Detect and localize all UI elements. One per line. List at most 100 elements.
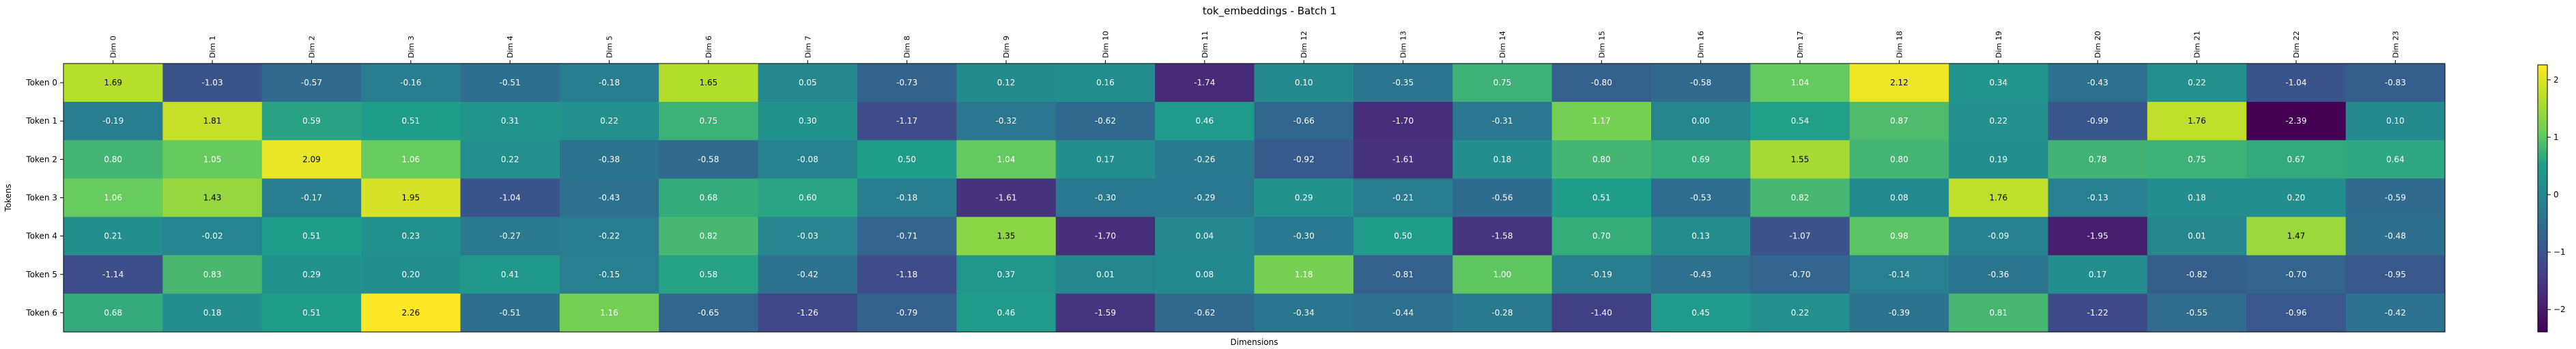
cell-value-label: -0.58: [1690, 78, 1711, 87]
cell-value-label: -0.22: [599, 232, 620, 241]
heatmap-cell: [1055, 293, 1156, 333]
cell-value-label: -0.70: [1790, 270, 1811, 279]
x-tick-label: Dim 14: [1498, 31, 1507, 58]
cell-value-label: -0.16: [400, 78, 421, 87]
cell-value-label: -1.59: [1095, 308, 1116, 318]
heatmap-cell: [162, 293, 263, 333]
x-tick-label: Dim 5: [605, 36, 614, 58]
cell-value-label: 0.45: [1691, 308, 1710, 318]
y-tick-label: Token 0: [25, 78, 57, 87]
y-tick-label: Token 2: [25, 154, 57, 164]
cell-value-label: 0.10: [2386, 116, 2405, 126]
cell-value-label: 0.60: [799, 193, 817, 203]
cell-value-label: -0.92: [1293, 154, 1315, 164]
cell-value-label: -1.26: [797, 308, 818, 318]
cell-value-label: 0.01: [1096, 270, 1115, 279]
heatmap-cell: [63, 178, 163, 218]
cell-value-label: 0.46: [997, 308, 1016, 318]
heatmap-cell: [1750, 178, 1850, 218]
cell-value-label: 1.16: [600, 308, 618, 318]
cell-value-label: 1.55: [1791, 154, 1809, 164]
cell-value-label: 1.04: [997, 154, 1016, 164]
cell-value-label: -0.34: [1293, 308, 1315, 318]
heatmap-cell: [1155, 178, 1255, 218]
cell-value-label: 0.51: [302, 308, 321, 318]
cell-value-label: -1.03: [202, 78, 223, 87]
heatmap-cell: [162, 217, 263, 256]
heatmap-cell: [659, 64, 759, 102]
cell-value-label: -1.40: [1591, 308, 1612, 318]
cell-value-label: 0.59: [302, 116, 321, 126]
cell-value-label: -0.71: [896, 232, 917, 241]
cell-value-label: 0.08: [1195, 270, 1214, 279]
heatmap-cell: [1949, 64, 2048, 102]
heatmap-cell: [1452, 102, 1553, 141]
heatmap-cell: [659, 102, 759, 141]
heatmap-cell: [1551, 64, 1652, 102]
heatmap-cell: [261, 255, 362, 294]
cell-value-label: 0.80: [104, 154, 122, 164]
cell-value-label: -0.17: [301, 193, 322, 203]
heatmap-cell: [956, 64, 1057, 102]
cell-value-label: 0.46: [1195, 116, 1214, 126]
y-axis-ticks: Token 0 Token 1 Token 2 Token 3 Token 4 Token…: [25, 78, 63, 318]
cell-value-label: 0.04: [1195, 232, 1214, 241]
cell-value-label: 0.30: [799, 116, 817, 126]
heatmap-cell: [2147, 217, 2247, 256]
heatmap-cell: [2246, 255, 2347, 294]
cell-value-label: 1.05: [203, 154, 222, 164]
x-tick-label: Dim 21: [2193, 31, 2202, 58]
cell-value-label: -0.31: [1491, 116, 1513, 126]
heatmap-cell: [63, 102, 163, 141]
x-tick-label: Dim 3: [407, 36, 416, 58]
cell-value-label: -0.42: [2385, 308, 2406, 318]
heatmap-cell: [361, 64, 461, 102]
heatmap-cell: [1452, 293, 1553, 333]
heatmap-cell: [2246, 293, 2347, 333]
heatmap-cell: [1254, 255, 1354, 294]
heatmap-cell: [1551, 255, 1652, 294]
cell-value-label: -0.73: [896, 78, 917, 87]
heatmap-cell: [63, 217, 163, 256]
heatmap-cell: [1849, 255, 1949, 294]
heatmap-cell: [559, 178, 659, 218]
heatmap-cell: [1651, 140, 1751, 179]
heatmap-cell: [1155, 140, 1255, 179]
heatmap-cell: [659, 255, 759, 294]
heatmap-cell: [758, 293, 858, 333]
cell-value-label: -0.09: [1988, 232, 2009, 241]
heatmap-cell: [460, 217, 560, 256]
cell-value-label: 0.10: [1295, 78, 1313, 87]
cell-value-label: -0.81: [1392, 270, 1414, 279]
heatmap-cell: [1750, 293, 1850, 333]
cell-value-label: -0.56: [1491, 193, 1513, 203]
x-tick-label: Dim 19: [1994, 31, 2003, 58]
x-axis-label: Dimensions: [1230, 337, 1278, 347]
cell-value-label: 1.00: [1493, 270, 1512, 279]
cell-value-label: 0.29: [302, 270, 321, 279]
colorbar-tick-label: 1: [2553, 132, 2559, 142]
cell-value-label: -0.30: [1095, 193, 1116, 203]
heatmap-cell: [2048, 178, 2148, 218]
heatmap-cell: [758, 255, 858, 294]
cell-value-label: -0.13: [2087, 193, 2108, 203]
cell-value-label: 0.31: [501, 116, 519, 126]
heatmap-cell: [1055, 255, 1156, 294]
cell-value-label: 0.13: [1691, 232, 1710, 241]
cell-value-label: -0.32: [996, 116, 1017, 126]
plot-frame: [63, 63, 2446, 333]
cell-value-label: -0.95: [2385, 270, 2406, 279]
cell-value-label: 0.18: [1493, 154, 1512, 164]
heatmap-cell: [2345, 102, 2446, 141]
cell-value-label: 0.19: [1989, 154, 2007, 164]
cell-value-label: 0.50: [898, 154, 916, 164]
cell-value-label: -0.18: [599, 78, 620, 87]
cell-value-label: -1.18: [896, 270, 917, 279]
y-axis-label: Tokens: [3, 184, 13, 212]
heatmap-cell: [1750, 102, 1850, 141]
heatmap-cell: [1452, 178, 1553, 218]
heatmap-cell: [2147, 178, 2247, 218]
heatmap-cell: [2345, 293, 2446, 333]
cell-value-label: 0.17: [2089, 270, 2107, 279]
x-tick-label: Dim 1: [208, 36, 217, 58]
